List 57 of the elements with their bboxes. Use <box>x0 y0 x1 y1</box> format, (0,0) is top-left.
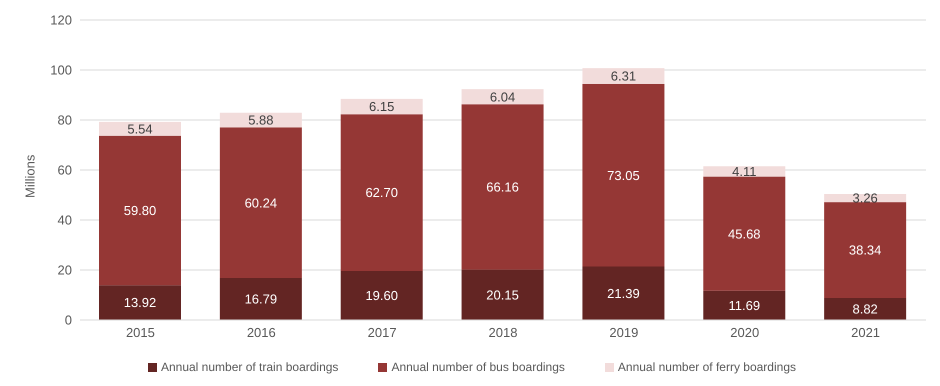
bar <box>462 270 544 320</box>
bar <box>340 98 423 114</box>
data-label: 5.88 <box>248 112 274 128</box>
bar <box>582 68 664 84</box>
data-label: 20.15 <box>486 287 519 302</box>
y-tick-label: 60 <box>58 162 72 178</box>
data-label: 8.82 <box>852 302 878 317</box>
x-tick-label: 2021 <box>851 325 880 340</box>
data-label: 62.70 <box>365 185 398 200</box>
data-label: 5.54 <box>127 121 153 136</box>
x-tick-label: 2020 <box>730 325 760 340</box>
data-label: 59.80 <box>124 203 156 218</box>
bar <box>703 176 786 291</box>
bar <box>824 298 906 320</box>
data-label: 66.16 <box>486 180 519 195</box>
y-tick-label: 100 <box>50 62 72 78</box>
data-label: 38.34 <box>848 242 882 258</box>
y-axis-title: Millions <box>22 154 38 198</box>
y-tick-label: 40 <box>58 212 72 228</box>
bar <box>99 136 181 286</box>
data-label: 45.68 <box>728 226 761 242</box>
bar <box>582 84 664 267</box>
bar <box>99 285 181 320</box>
x-tick-label: 2017 <box>368 325 397 340</box>
bar <box>824 202 906 298</box>
data-label: 73.05 <box>607 168 640 183</box>
legend-label: Annual number of bus boardings <box>391 360 565 374</box>
data-label: 6.31 <box>610 68 636 84</box>
data-label: 6.04 <box>490 89 516 104</box>
data-label: 6.15 <box>369 99 394 114</box>
x-tick-label: 2019 <box>609 325 638 340</box>
data-label: 13.92 <box>124 295 156 310</box>
data-label: 3.26 <box>852 190 878 206</box>
y-tick-label: 0 <box>64 312 72 328</box>
legend-label: Annual number of train boardings <box>160 360 338 374</box>
bar <box>220 112 302 128</box>
bar <box>220 127 302 278</box>
data-label: 60.24 <box>244 195 278 210</box>
bar <box>340 271 423 320</box>
x-tick-label: 2016 <box>246 325 276 340</box>
y-tick-label: 20 <box>58 262 72 278</box>
x-tick-label: 2015 <box>126 325 155 340</box>
bar <box>220 278 302 320</box>
y-tick-label: 80 <box>58 112 72 128</box>
data-label: 16.79 <box>244 292 278 307</box>
bar <box>462 89 544 104</box>
bar <box>462 104 544 270</box>
bar <box>340 114 423 271</box>
bar <box>703 290 786 320</box>
data-label: 21.39 <box>607 286 640 301</box>
bar <box>582 266 664 320</box>
data-label: 4.11 <box>732 164 756 180</box>
x-tick-label: 2018 <box>488 325 518 340</box>
data-label: 11.69 <box>728 298 760 314</box>
legend-label: Annual number of ferry boardings <box>618 360 796 374</box>
data-label: 19.60 <box>365 288 398 304</box>
y-tick-label: 120 <box>50 12 72 28</box>
